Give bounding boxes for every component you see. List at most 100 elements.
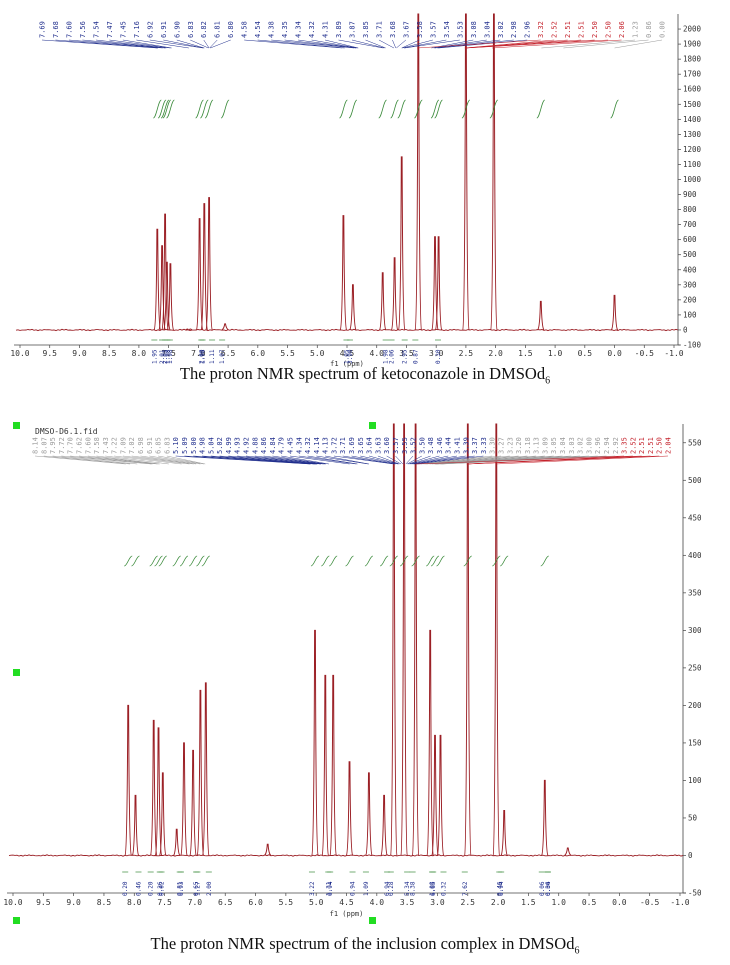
x-tick-label: 8.5 — [102, 349, 117, 358]
y-tick-label: 200 — [683, 295, 697, 304]
integral-label: 0.32 — [440, 881, 447, 896]
peak-label: 3.60 — [383, 437, 391, 454]
spectrum-baseline — [15, 328, 679, 332]
integral-curve — [160, 99, 170, 119]
peak-label: 3.69 — [348, 437, 356, 454]
peak-label: 4.92 — [243, 437, 251, 454]
integral-curve — [492, 555, 501, 567]
spectrum-peak — [321, 674, 329, 856]
peak-label-line — [333, 455, 394, 465]
x-tick-label: 5.0 — [309, 898, 324, 907]
integral-label: 2.06 — [389, 349, 396, 364]
integral-curve — [179, 555, 189, 567]
y-tick-label: 100 — [688, 776, 702, 785]
spectrum-peak — [153, 228, 161, 331]
peak-label-line — [184, 455, 311, 465]
peak-label-line — [342, 455, 395, 465]
peak-label: 6.80 — [227, 21, 235, 38]
peak-label: 3.44 — [445, 437, 453, 454]
spectrum-peak — [180, 742, 188, 856]
integral-curve — [153, 99, 162, 119]
peak-label-line — [163, 39, 204, 49]
integral-curve — [220, 99, 230, 119]
integral-curve — [434, 99, 443, 119]
integral-curve — [154, 555, 163, 567]
integral-curve — [379, 555, 389, 567]
y-tick-label: 450 — [688, 513, 702, 522]
peak-label-line — [203, 39, 210, 49]
x-tick-label: 2.5 — [461, 898, 476, 907]
peak-label: 2.50 — [656, 437, 664, 454]
chart-inclusion-complex: DMSO-D6.1.fid 10.0 9.5 9.0 8.5 8.0 7.5 7.0 6.5 6.… — [3, 423, 702, 918]
peak-label: 4.79 — [278, 437, 286, 454]
peak-label: 7.70 — [67, 437, 75, 454]
peak-label-line — [298, 455, 357, 465]
selection-handle[interactable] — [13, 669, 20, 676]
integral-curve — [172, 555, 181, 567]
peak-label-line — [289, 455, 350, 465]
x-tick-label: 10.0 — [10, 349, 29, 358]
y-tick-label: 150 — [688, 738, 702, 747]
peak-label-line — [149, 455, 201, 465]
integral-label: 1.11 — [209, 349, 216, 364]
y-tick-label: 50 — [688, 813, 698, 822]
peak-label: 3.63 — [374, 437, 382, 454]
peak-label-line — [405, 455, 414, 465]
selection-handle[interactable] — [369, 422, 376, 429]
peak-label: 2.51 — [647, 437, 655, 454]
peak-label: 2.50 — [591, 21, 599, 38]
x-tick-label: 0.0 — [607, 349, 622, 358]
peak-label-line — [408, 455, 431, 465]
selection-handle[interactable] — [369, 917, 376, 924]
peak-label-line — [209, 39, 218, 49]
x-tick-label: -1.0 — [670, 898, 689, 907]
peak-label-line — [465, 39, 609, 49]
x-tick-label: 7.5 — [157, 898, 172, 907]
peak-label: 2.06 — [618, 21, 626, 38]
peak-label: 6.83 — [163, 437, 171, 454]
peak-label: 3.39 — [462, 437, 470, 454]
integral-curve — [540, 555, 549, 567]
y-tick-label: 550 — [688, 438, 702, 447]
x-tick-label: 7.0 — [188, 898, 203, 907]
y-tick-label: 2000 — [683, 25, 702, 34]
integral-curve — [378, 99, 387, 119]
selection-handle[interactable] — [13, 422, 20, 429]
peak-label: 3.03 — [568, 437, 576, 454]
peak-label: 3.37 — [471, 437, 479, 454]
peak-label-line — [257, 39, 345, 49]
peak-label: 6.91 — [160, 21, 168, 38]
peak-label-line — [34, 455, 126, 465]
peak-label: 3.27 — [497, 437, 505, 454]
peak-label: 3.13 — [533, 437, 541, 454]
peak-label: 4.31 — [322, 21, 330, 38]
peak-label: 4.54 — [254, 21, 262, 38]
integral-curve — [436, 555, 445, 567]
peak-label: 2.51 — [578, 21, 586, 38]
caption-subscript: 6 — [574, 945, 580, 957]
spectrum-peak — [202, 682, 210, 856]
peak-label: 3.71 — [375, 21, 383, 38]
integral-curve — [500, 555, 509, 567]
spectrum-peak — [390, 423, 398, 856]
spectrum-peak — [195, 218, 204, 331]
spectrum-peak — [329, 674, 337, 856]
peak-label: 7.47 — [106, 21, 114, 38]
peak-label: 7.56 — [79, 21, 87, 38]
x-tick-label: 3.0 — [430, 898, 445, 907]
integral-curve — [430, 99, 440, 119]
integral-curve — [348, 99, 358, 119]
peak-label-line — [392, 39, 396, 49]
peak-label: 3.08 — [470, 21, 478, 38]
x-tick-label: -0.5 — [635, 349, 654, 358]
x-tick-label: 3.5 — [400, 898, 415, 907]
peak-label-line — [140, 455, 197, 465]
spectrum-peak — [500, 810, 508, 856]
peak-label-line — [176, 39, 205, 49]
selection-handle[interactable] — [13, 917, 20, 924]
peak-label-line — [316, 455, 369, 465]
x-tick-label: 8.0 — [132, 349, 147, 358]
spectrum-peak — [158, 245, 166, 331]
x-tick-label: 1.0 — [552, 898, 567, 907]
peak-label: 3.72 — [330, 437, 338, 454]
